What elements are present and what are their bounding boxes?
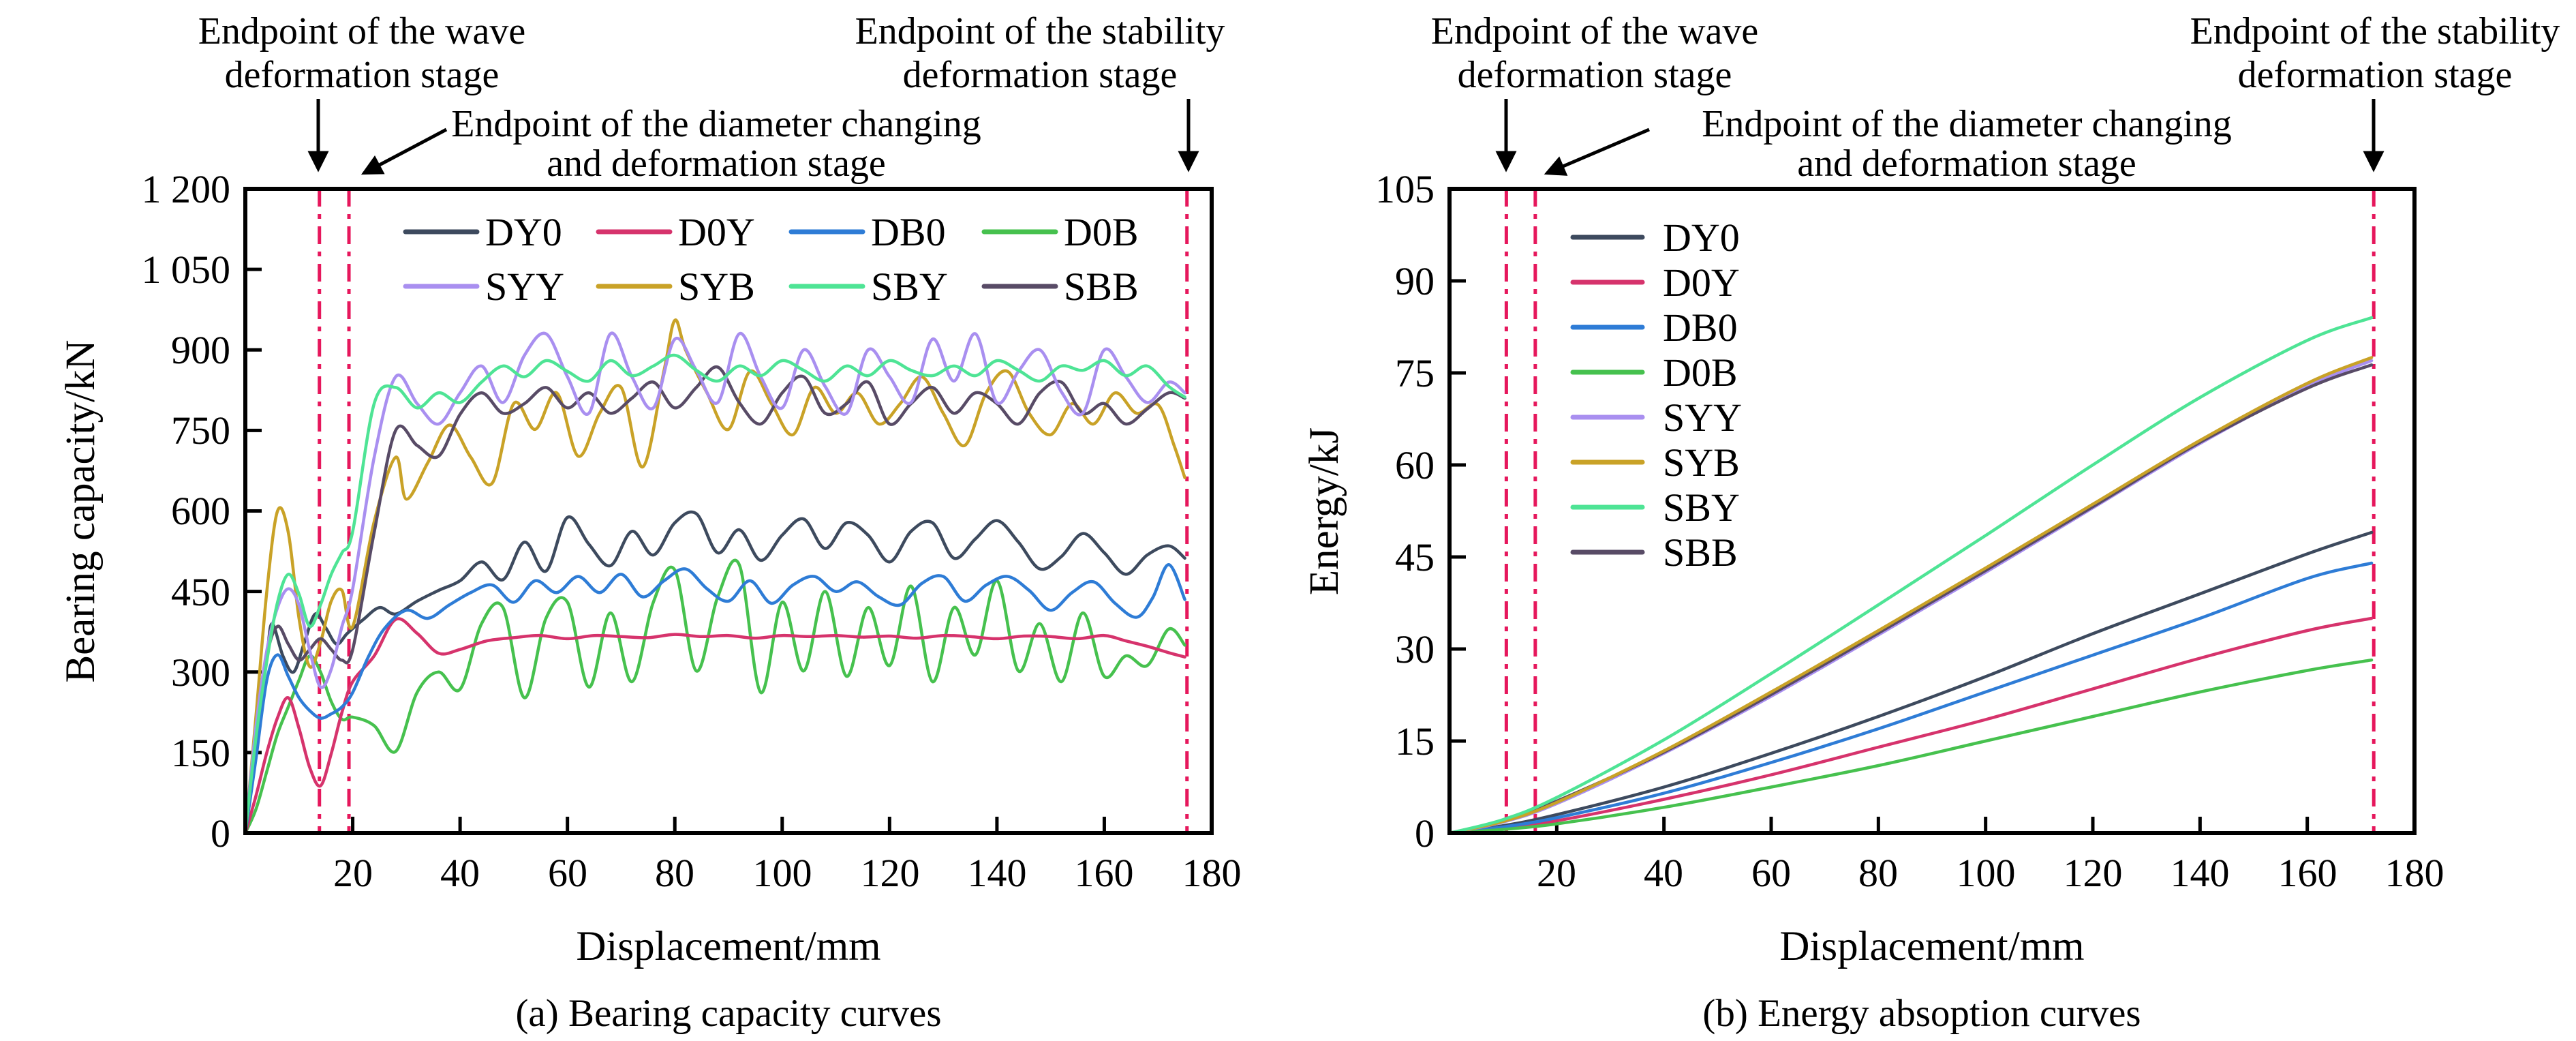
legend-label-D0Y-a: D0Y — [678, 210, 755, 254]
x-tick-label-120-b: 120 — [2064, 851, 2123, 895]
legend-label-DB0-a: DB0 — [871, 210, 946, 254]
annotation-wave-line1-b: Endpoint of the wave — [1431, 10, 1759, 52]
annotation-diameter-line1-b: Endpoint of the diameter changing — [1702, 103, 2232, 145]
x-tick-label-180-a: 180 — [1182, 851, 1242, 895]
legend-label-DY0-b: DY0 — [1663, 215, 1740, 260]
y-tick-label-0-b: 0 — [1415, 811, 1435, 856]
x-tick-label-160-b: 160 — [2278, 851, 2337, 895]
x-tick-label-60-a: 60 — [548, 851, 587, 895]
y-tick-label-0-a: 0 — [211, 811, 230, 856]
annotation-stability-line2-b: deformation stage — [2238, 54, 2513, 96]
curve-SBY-a — [243, 353, 1186, 835]
legend-label-DY0-a: DY0 — [485, 210, 562, 254]
curve-SYY-b — [1447, 359, 2374, 835]
y-tick-label-30-b: 30 — [1395, 627, 1435, 672]
axis-ticks-b — [1450, 187, 2417, 835]
y-tick-label-75-b: 75 — [1395, 351, 1435, 395]
annotation-diameter-line2-b: and deformation stage — [1797, 142, 2136, 185]
panel-a: Endpoint of the wave deformation stage E… — [58, 10, 1242, 1035]
legend-label-SBY-a: SBY — [871, 265, 948, 309]
legend-b: DY0 D0Y DB0 D0B SYY SYB SBY SBB — [1570, 215, 1742, 575]
curves-b — [1447, 316, 2374, 835]
y-tick-label-450-a: 450 — [171, 570, 230, 614]
curve-SBB-b — [1447, 363, 2374, 835]
y-tick-label-600-a: 600 — [171, 489, 230, 533]
plot-frame-b — [1447, 187, 2417, 835]
caption-a: (a) Bearing capacity curves — [515, 992, 941, 1035]
x-tick-label-120-a: 120 — [861, 851, 920, 895]
legend-label-SBY-b: SBY — [1663, 485, 1740, 530]
curve-D0Y-a — [243, 617, 1186, 835]
y-tick-label-150-a: 150 — [171, 731, 230, 775]
y-tick-label-90-b: 90 — [1395, 259, 1435, 303]
curve-DB0-a — [243, 563, 1186, 835]
legend-label-SYY-a: SYY — [485, 265, 564, 309]
annotation-diameter-line2-a: and deformation stage — [547, 142, 886, 185]
curves-a — [243, 318, 1186, 835]
diameter-endpoint-arrow-b — [1544, 127, 1650, 176]
curve-SBB-a — [243, 365, 1186, 835]
y-tick-label-15-b: 15 — [1395, 719, 1435, 764]
x-axis-title-b: Displacement/mm — [1779, 924, 2084, 969]
y-axis-title-a: Bearing capacity/kN — [58, 340, 104, 682]
annotation-wave-line1-a: Endpoint of the wave — [198, 10, 526, 52]
legend-label-SYB-a: SYB — [678, 265, 755, 309]
curve-SYY-a — [243, 331, 1186, 835]
x-tick-label-40-b: 40 — [1644, 851, 1683, 895]
curve-SYB-a — [243, 318, 1186, 835]
stage-lines-b — [1504, 189, 2376, 833]
legend-label-SBB-b: SBB — [1663, 530, 1738, 575]
x-tick-label-60-b: 60 — [1751, 851, 1791, 895]
annotation-stability-line1-b: Endpoint of the stability — [2190, 10, 2560, 52]
legend-a: DY0 D0Y DB0 D0B SYY SYB SBY SBB — [403, 210, 1139, 309]
panel-b: Endpoint of the wave deformation stage E… — [1302, 10, 2560, 1035]
legend-label-SYY-b: SYY — [1663, 395, 1742, 440]
annotation-diameter-line1-a: Endpoint of the diameter changing — [451, 103, 981, 145]
curve-D0Y-b — [1447, 616, 2374, 835]
curve-DY0-b — [1447, 530, 2374, 835]
y-tick-label-45-b: 45 — [1395, 535, 1435, 579]
curve-D0B-b — [1447, 658, 2374, 835]
legend-label-D0B-b: D0B — [1663, 350, 1738, 395]
y-axis-title-b: Energy/kJ — [1302, 427, 1347, 595]
legend-label-DB0-b: DB0 — [1663, 305, 1738, 350]
stage-lines-a — [318, 189, 1189, 833]
curve-DB0-b — [1447, 561, 2374, 835]
y-tick-label-900-a: 900 — [171, 328, 230, 372]
x-tick-label-20-b: 20 — [1537, 851, 1576, 895]
x-tick-label-80-b: 80 — [1858, 851, 1898, 895]
curve-SYB-b — [1447, 356, 2374, 835]
x-tick-label-160-a: 160 — [1075, 851, 1134, 895]
x-tick-label-20-a: 20 — [333, 851, 373, 895]
legend-label-D0B-a: D0B — [1064, 210, 1139, 254]
curve-D0B-a — [243, 558, 1186, 835]
y-tick-label-300-a: 300 — [171, 650, 230, 695]
legend-label-SBB-a: SBB — [1064, 265, 1139, 309]
x-tick-label-180-b: 180 — [2385, 851, 2444, 895]
legend-label-SYB-b: SYB — [1663, 440, 1740, 485]
y-tick-label-750-a: 750 — [171, 408, 230, 453]
curve-DY0-a — [243, 510, 1186, 835]
x-tick-label-140-a: 140 — [968, 851, 1027, 895]
annotation-wave-line2-b: deformation stage — [1458, 54, 1732, 96]
x-axis-title-a: Displacement/mm — [576, 924, 880, 969]
annotation-wave-line2-a: deformation stage — [225, 54, 500, 96]
x-tick-label-100-a: 100 — [753, 851, 812, 895]
diameter-endpoint-arrow-a — [361, 127, 448, 175]
plot-frame-a — [243, 187, 1214, 835]
x-tick-label-80-a: 80 — [655, 851, 694, 895]
x-tick-label-140-b: 140 — [2171, 851, 2230, 895]
x-tick-label-100-b: 100 — [1957, 851, 2016, 895]
x-tick-label-40-a: 40 — [440, 851, 480, 895]
curve-SBY-b — [1447, 316, 2374, 835]
annotation-stability-line1-a: Endpoint of the stability — [855, 10, 1225, 52]
caption-b: (b) Energy absoption curves — [1702, 992, 2141, 1035]
y-tick-label-1050-a: 1 050 — [142, 247, 231, 292]
y-tick-label-60-b: 60 — [1395, 443, 1435, 487]
annotation-stability-line2-a: deformation stage — [903, 54, 1178, 96]
y-tick-label-105-b: 105 — [1375, 167, 1435, 211]
y-tick-label-1200-a: 1 200 — [142, 167, 231, 211]
legend-label-D0Y-b: D0Y — [1663, 260, 1740, 305]
